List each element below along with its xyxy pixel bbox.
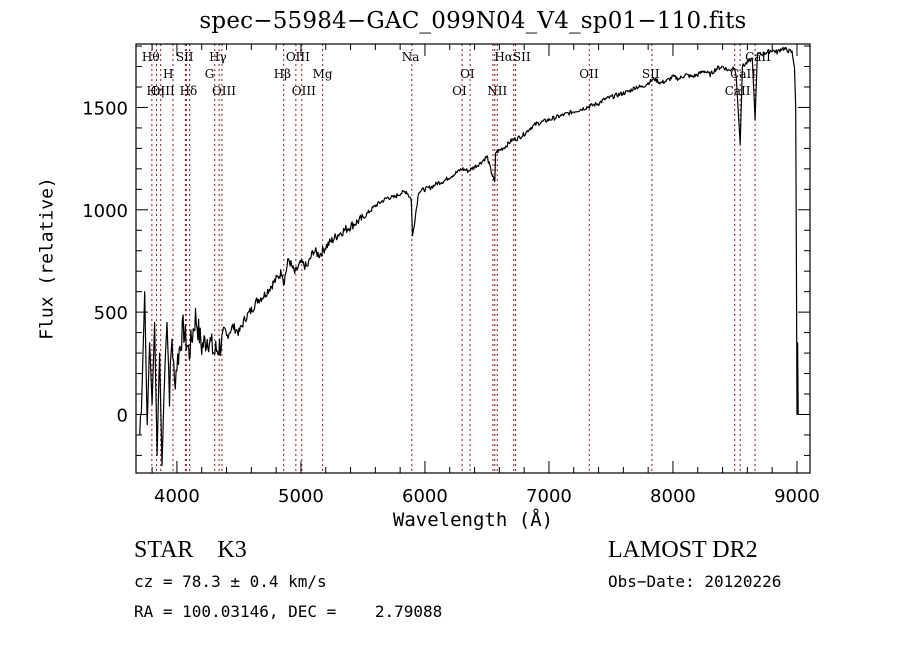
x-tick-label: 4000 bbox=[154, 486, 200, 507]
x-tick-label: 8000 bbox=[650, 486, 696, 507]
line-marker-label: OIII bbox=[286, 50, 310, 64]
line-marker-label: Hβ bbox=[274, 67, 291, 81]
x-tick-label: 6000 bbox=[402, 486, 448, 507]
y-tick-label: 500 bbox=[94, 303, 128, 324]
line-marker-label: H bbox=[163, 67, 173, 81]
line-marker-label: HαSII bbox=[494, 50, 531, 64]
line-marker-label: SII bbox=[176, 50, 194, 64]
redshift-label: cz = 78.3 ± 0.4 km/s bbox=[134, 572, 327, 591]
line-marker-label: OIII bbox=[292, 84, 316, 98]
y-tick-label: 0 bbox=[117, 405, 128, 426]
line-marker-label: Hγ bbox=[209, 50, 227, 64]
line-marker-label: Hθ bbox=[142, 50, 160, 64]
plot-frame bbox=[135, 43, 811, 474]
y-tick-label: 1000 bbox=[82, 201, 128, 222]
line-marker-label: SII bbox=[642, 67, 660, 81]
bottom-mask bbox=[0, 474, 900, 649]
y-axis-label: Flux (relative) bbox=[36, 177, 58, 340]
line-marker-label: OII bbox=[579, 67, 599, 81]
line-marker-label: OI bbox=[452, 84, 467, 98]
line-marker-label: Na bbox=[402, 50, 420, 64]
top-mask bbox=[0, 0, 900, 43]
chart-title: spec−55984−GAC_099N04_V4_sp01−110.fits bbox=[199, 8, 747, 34]
x-tick-label: 7000 bbox=[526, 486, 572, 507]
x-tick-label: 5000 bbox=[278, 486, 324, 507]
x-axis-label: Wavelength (Å) bbox=[392, 509, 554, 531]
x-tick-label: 9000 bbox=[774, 486, 820, 507]
line-marker-label: OIII bbox=[212, 84, 236, 98]
obs-date-label: Obs−Date: 20120226 bbox=[608, 572, 782, 591]
line-marker-label: G bbox=[205, 67, 215, 81]
survey-label: LAMOST DR2 bbox=[608, 537, 758, 563]
line-marker-label: OIII bbox=[151, 84, 175, 98]
line-marker-label: OI bbox=[460, 67, 475, 81]
line-marker-label: Hδ bbox=[180, 84, 198, 98]
object-type-label: STAR K3 bbox=[134, 537, 247, 563]
line-marker-label: Mg bbox=[313, 67, 333, 81]
y-tick-label: 1500 bbox=[82, 98, 128, 119]
spectrum-line bbox=[139, 46, 799, 467]
coordinates-label: RA = 100.03146, DEC = 2.79088 bbox=[134, 602, 443, 621]
line-marker-label: Hη bbox=[146, 84, 164, 98]
line-marker-label: CaII bbox=[725, 84, 751, 98]
line-marker-label: NII bbox=[487, 84, 507, 98]
